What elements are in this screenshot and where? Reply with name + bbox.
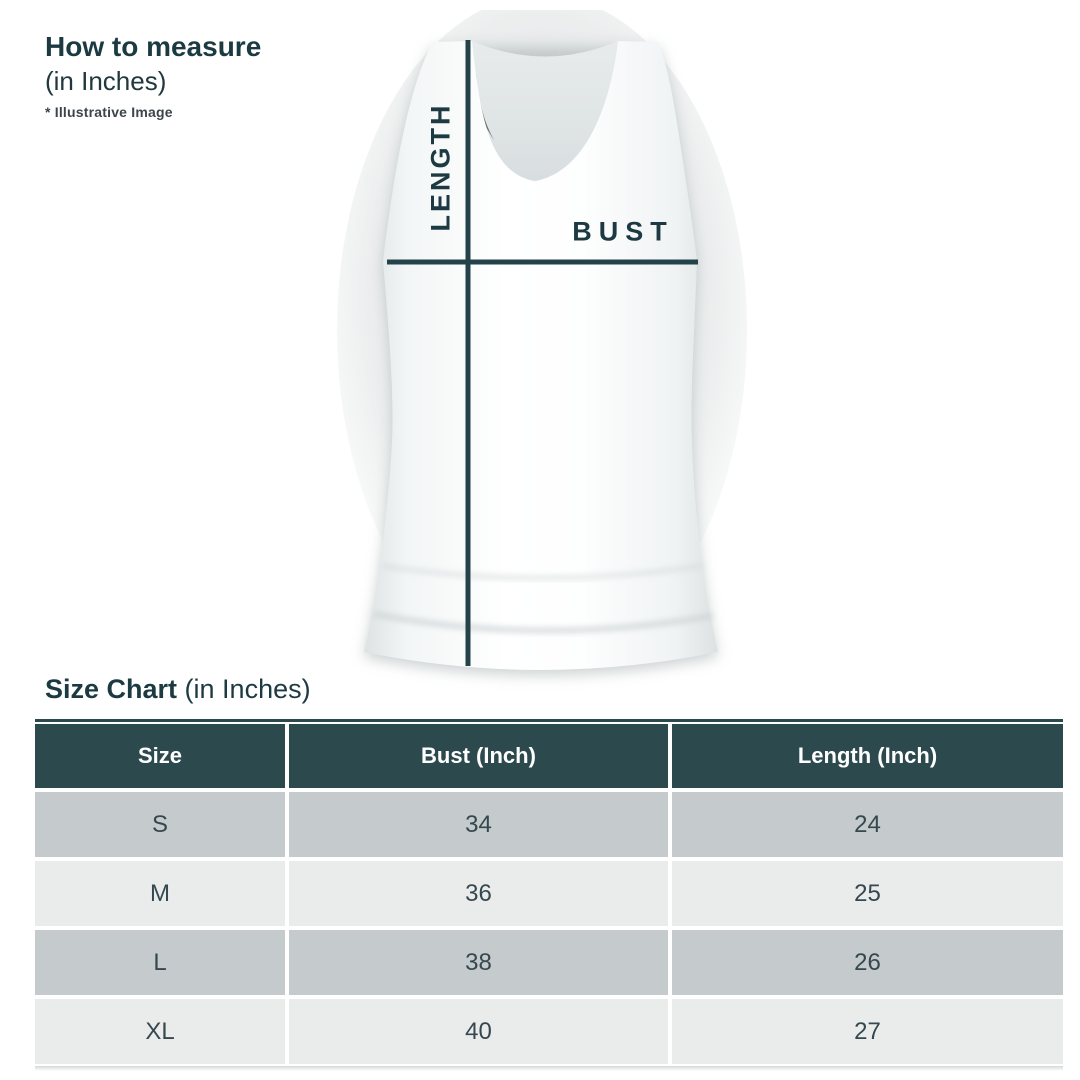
table-top-border — [35, 719, 1063, 722]
cell-bust: 38 — [289, 930, 668, 995]
front-panel — [364, 41, 718, 670]
cell-size: S — [35, 792, 285, 857]
size-chart-table: Size Bust (Inch) Length (Inch) S 34 24 M… — [35, 719, 1063, 1071]
cell-length: 25 — [672, 861, 1063, 926]
size-chart-title: Size Chart — [45, 674, 178, 704]
tank-top-graphic — [337, 10, 747, 675]
cell-bust: 36 — [289, 861, 668, 926]
measure-heading: How to measure (in Inches) * Illustrativ… — [45, 30, 261, 120]
column-header-bust: Bust (Inch) — [289, 724, 668, 788]
cell-length: 27 — [672, 999, 1063, 1064]
size-chart-grid: Size Bust (Inch) Length (Inch) S 34 24 M… — [35, 724, 1063, 1064]
page-subtitle: (in Inches) — [45, 66, 167, 96]
garment-illustration — [330, 10, 750, 700]
size-chart-subtitle: (in Inches) — [177, 674, 311, 704]
table-bottom-shadow — [35, 1066, 1063, 1071]
cell-bust: 40 — [289, 999, 668, 1064]
hem-wrinkle — [381, 563, 703, 581]
cell-size: XL — [35, 999, 285, 1064]
cell-length: 24 — [672, 792, 1063, 857]
size-chart-heading: Size Chart (in Inches) — [45, 672, 311, 706]
hem-wrinkle — [373, 611, 713, 634]
page-title: How to measure — [45, 31, 262, 62]
cell-bust: 34 — [289, 792, 668, 857]
back-panel — [472, 41, 618, 181]
column-header-length: Length (Inch) — [672, 724, 1063, 788]
cell-size: M — [35, 861, 285, 926]
length-label: LENGTH — [425, 102, 456, 232]
cell-size: L — [35, 930, 285, 995]
illustrative-note: * Illustrative Image — [45, 104, 173, 120]
bust-label: BUST — [572, 216, 674, 247]
cell-length: 26 — [672, 930, 1063, 995]
column-header-size: Size — [35, 724, 285, 788]
